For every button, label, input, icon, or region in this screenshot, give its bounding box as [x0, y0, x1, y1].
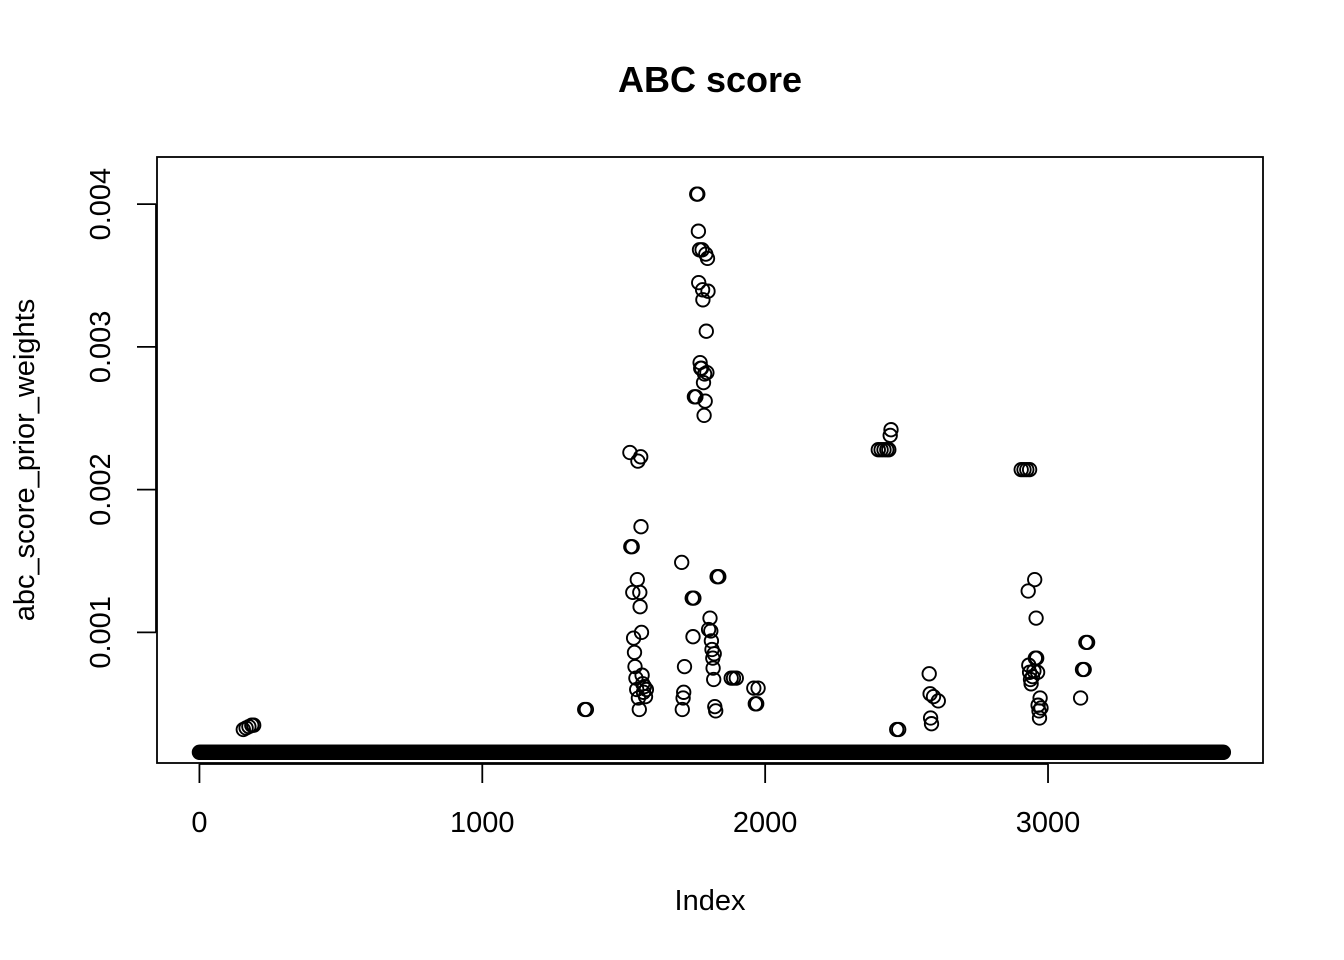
data-point: [674, 701, 690, 718]
y-tick-label: 0.001: [85, 596, 117, 669]
data-point: [1020, 583, 1036, 599]
data-point: [633, 624, 650, 641]
data-point: [695, 292, 711, 308]
x-axis: 0 1000 2000 3000: [191, 763, 1081, 839]
y-tick-label: 0.004: [85, 168, 117, 241]
data-point: [626, 644, 643, 661]
data-point: [750, 680, 766, 696]
data-point: [700, 283, 716, 299]
data-point: [1027, 571, 1043, 588]
data-point: [700, 621, 717, 638]
data-point: [690, 223, 707, 239]
data-point: [703, 623, 719, 639]
data-point: [686, 590, 702, 606]
x-tick-label: 1000: [450, 807, 515, 839]
data-point: [1032, 690, 1048, 706]
data-point: [1024, 668, 1041, 685]
data-point: [633, 519, 649, 535]
data-point: [925, 688, 942, 705]
data-point: [695, 374, 712, 391]
data-point: [697, 393, 713, 409]
data-point: [883, 422, 899, 438]
data-point: [694, 242, 710, 258]
data-point: [1029, 664, 1046, 680]
data-point: [706, 671, 722, 688]
data-point: [1072, 690, 1089, 706]
data-point: [698, 323, 714, 339]
data-point: [1021, 461, 1038, 478]
data-point: [676, 684, 692, 700]
data-point: [633, 449, 649, 465]
data-point: [881, 442, 897, 458]
x-tick-label: 3000: [1016, 807, 1081, 839]
data-point: [629, 571, 645, 588]
data-point: [638, 681, 655, 698]
data-point: [578, 701, 595, 718]
data-point: [930, 693, 946, 709]
data-point: [1031, 710, 1048, 726]
data-point: [632, 599, 648, 615]
data-point: [637, 688, 654, 705]
data-point: [688, 389, 704, 405]
x-tick-label: 0: [191, 807, 207, 839]
plot-frame: [156, 156, 1264, 764]
data-point: [705, 660, 721, 676]
data-point: [711, 569, 727, 585]
data-point: [1028, 610, 1044, 626]
x-tick-label: 2000: [733, 807, 798, 839]
data-point: [676, 658, 693, 675]
data-points: [191, 186, 1232, 760]
data-point: [882, 427, 898, 444]
data-point: [631, 701, 647, 718]
y-axis-label: abc_score_prior_weights: [9, 299, 41, 621]
data-point: [636, 678, 653, 695]
y-tick-label: 0.003: [85, 311, 117, 384]
data-point: [708, 703, 724, 719]
data-point: [246, 717, 262, 733]
data-point: [923, 716, 940, 732]
data-point: [685, 629, 701, 645]
data-point: [749, 696, 765, 712]
data-point: [675, 690, 691, 706]
data-point: [1079, 634, 1096, 651]
data-point: [634, 667, 650, 683]
y-tick-label: 0.002: [85, 453, 117, 526]
data-point: [706, 646, 722, 662]
data-point: [624, 539, 640, 555]
data-point: [921, 666, 937, 682]
data-point: [891, 721, 907, 738]
data-point: [746, 680, 762, 696]
data-point: [922, 710, 939, 726]
chart-title: ABC score: [618, 59, 802, 100]
data-point: [674, 554, 690, 571]
data-point: [1076, 661, 1092, 678]
y-axis: 0.001 0.002 0.003 0.004: [85, 168, 157, 669]
data-point: [690, 186, 706, 202]
data-point: [699, 250, 716, 267]
data-point: [699, 364, 715, 381]
data-point: [691, 274, 707, 291]
data-point: [1033, 700, 1049, 716]
x-axis-label: Index: [675, 885, 746, 917]
data-point: [1215, 744, 1232, 760]
data-point: [728, 670, 744, 686]
data-point: [696, 407, 712, 424]
